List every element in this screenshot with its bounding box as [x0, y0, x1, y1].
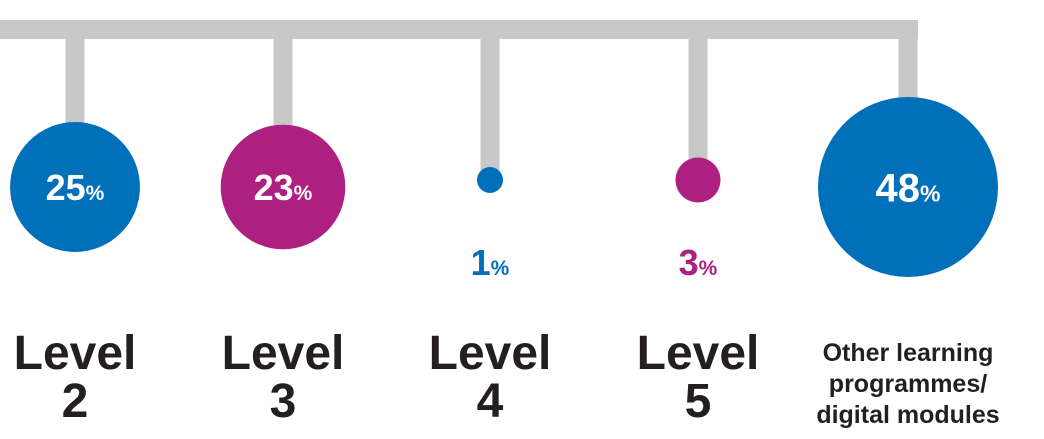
value-label: 23% [254, 167, 313, 208]
bubble-4 [675, 157, 721, 203]
category-label: Level 4 [428, 327, 552, 428]
bubble-1 [10, 122, 140, 252]
bubble-3 [477, 167, 503, 193]
category-label: Level 3 [221, 327, 345, 428]
bubble-5 [818, 97, 998, 277]
category-label: Level 2 [13, 327, 137, 428]
value-label: 1% [471, 242, 510, 283]
connector-bar [0, 20, 918, 39]
connector-stem [480, 20, 500, 180]
bubble-2 [220, 124, 346, 250]
value-label: 3% [679, 242, 718, 283]
category-label: Level 5 [636, 327, 760, 428]
value-label: 48% [876, 166, 941, 210]
value-label: 25% [46, 167, 105, 208]
connector-stem [688, 20, 708, 180]
category-label: Other learning programmes/ digital modul… [816, 339, 1000, 429]
